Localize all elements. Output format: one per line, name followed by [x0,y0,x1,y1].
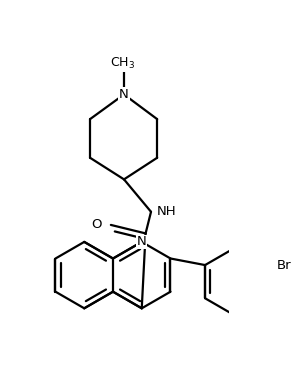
Text: CH$_3$: CH$_3$ [110,56,135,71]
Text: NH: NH [157,205,177,218]
Text: N: N [137,236,146,248]
Text: O: O [91,219,102,231]
Text: N: N [119,88,129,101]
Text: Br: Br [277,259,291,272]
